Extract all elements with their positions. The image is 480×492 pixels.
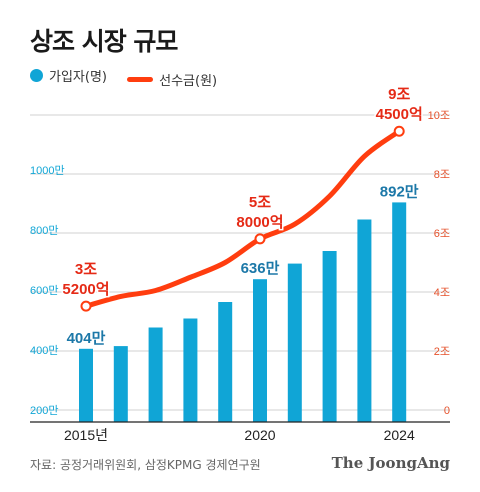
bar bbox=[148, 327, 163, 422]
left-axis-tick-label: 800만 bbox=[30, 224, 58, 237]
line-value-label: 3조 bbox=[75, 261, 97, 278]
bar bbox=[113, 346, 128, 422]
legend: 가입자(명) 선수금(원) bbox=[30, 66, 233, 89]
legend-item-prepayment: 선수금(원) bbox=[127, 70, 217, 89]
x-axis-tick-label: 2020 bbox=[244, 427, 275, 443]
bar-value-label: 892만 bbox=[380, 183, 419, 200]
line-marker bbox=[393, 125, 405, 137]
right-axis-tick-label: 6조 bbox=[434, 228, 450, 240]
bar bbox=[322, 251, 337, 422]
bar-value-label: 636만 bbox=[241, 260, 280, 277]
bar bbox=[183, 318, 198, 422]
line-marker bbox=[80, 300, 92, 312]
bar bbox=[357, 219, 372, 422]
line-value-label: 9조 bbox=[388, 86, 410, 103]
source-note: 자료: 공정거래위원회, 삼정KPMG 경제연구원 bbox=[30, 458, 261, 472]
chart-title: 상조 시장 규모 bbox=[30, 27, 178, 56]
left-axis-tick-label: 400만 bbox=[30, 344, 58, 357]
line-marker bbox=[254, 233, 266, 245]
bar bbox=[287, 263, 302, 422]
legend-bar-swatch bbox=[30, 69, 43, 82]
prepayment-line bbox=[83, 128, 402, 309]
brand-logo: The JoongAng bbox=[331, 454, 450, 472]
right-axis-tick-label: 4조 bbox=[434, 287, 450, 299]
x-axis-tick-label: 2015년 bbox=[64, 427, 108, 443]
line-value-label: 5200억 bbox=[62, 280, 109, 298]
legend-line-swatch bbox=[127, 77, 154, 82]
bar bbox=[218, 302, 233, 422]
legend-label-prepayment: 선수금(원) bbox=[159, 74, 218, 89]
legend-label-subscribers: 가입자(명) bbox=[49, 70, 107, 85]
line-value-label: 8000억 bbox=[236, 213, 283, 231]
right-axis-tick-label: 2조 bbox=[434, 346, 450, 358]
left-axis-tick-label: 1000만 bbox=[30, 164, 65, 177]
left-axis-tick-label: 600만 bbox=[30, 284, 58, 297]
legend-item-subscribers: 가입자(명) bbox=[30, 66, 107, 85]
right-axis-tick-label: 0 bbox=[444, 405, 450, 417]
left-axis-tick-label: 200만 bbox=[30, 404, 58, 417]
bar bbox=[253, 279, 267, 422]
line-value-label: 4500억 bbox=[376, 105, 423, 123]
right-axis-tick-label: 8조 bbox=[434, 169, 450, 181]
x-axis-tick-label: 2024 bbox=[384, 427, 415, 443]
bar-value-label: 404만 bbox=[67, 330, 106, 347]
right-axis-tick-label: 10조 bbox=[428, 110, 450, 122]
bar bbox=[392, 202, 407, 422]
line-value-label: 5조 bbox=[249, 194, 271, 211]
bar bbox=[79, 348, 93, 422]
